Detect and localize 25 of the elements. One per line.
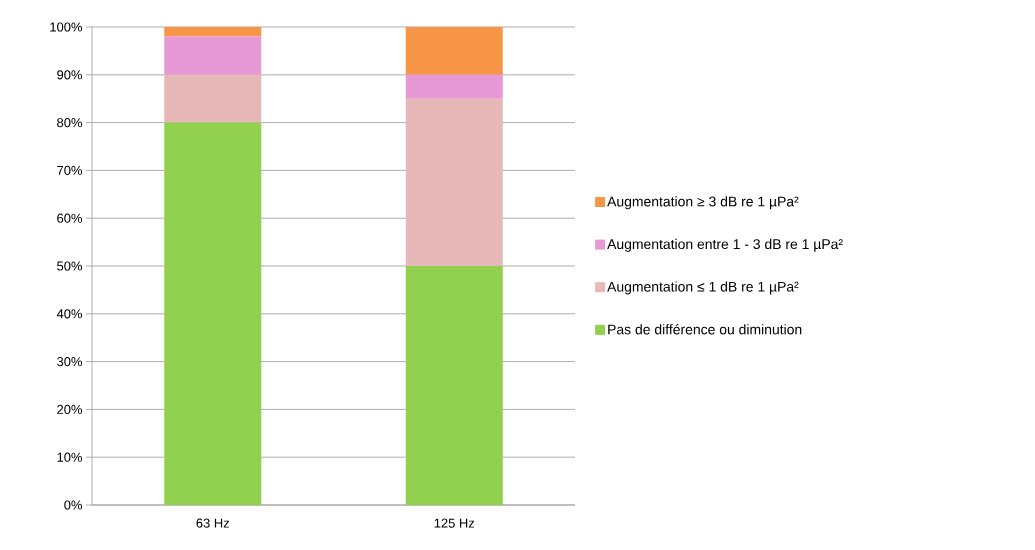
y-tick-label: 30%: [57, 357, 83, 367]
y-tick-label: 40%: [56, 309, 83, 319]
y-tick-label: 60%: [57, 213, 83, 223]
y-tick-label: 80%: [57, 118, 83, 128]
x-tick-label: 125 Hz: [434, 518, 475, 528]
y-tick-label: 90%: [57, 70, 83, 80]
y-tick-label: 10%: [57, 452, 83, 462]
y-tick-label: 100%: [50, 22, 83, 32]
y-tick-label: 0%: [64, 500, 83, 510]
bar: [164, 36, 262, 75]
bar: [164, 122, 262, 505]
legend-label: Pas de différence ou diminution: [608, 323, 802, 335]
legend-label: Augmentation ≥ 3 dB re 1 µPa²: [607, 196, 799, 210]
legend-label: Augmentation entre 1 - 3 dB re 1 µPa²: [607, 238, 843, 252]
y-tick-label: 50%: [57, 261, 83, 271]
y-tick-label: 20%: [57, 404, 83, 414]
x-tick-label: 63 Hz: [196, 518, 229, 528]
bar: [164, 74, 262, 123]
bar: [405, 98, 503, 266]
y-tick-label: 70%: [57, 165, 83, 175]
legend-label: Augmentation ≤ 1 dB re 1 µPa²: [607, 281, 799, 295]
bar: [405, 27, 503, 75]
bar: [164, 27, 262, 37]
bar: [405, 74, 503, 99]
bar: [405, 266, 503, 505]
